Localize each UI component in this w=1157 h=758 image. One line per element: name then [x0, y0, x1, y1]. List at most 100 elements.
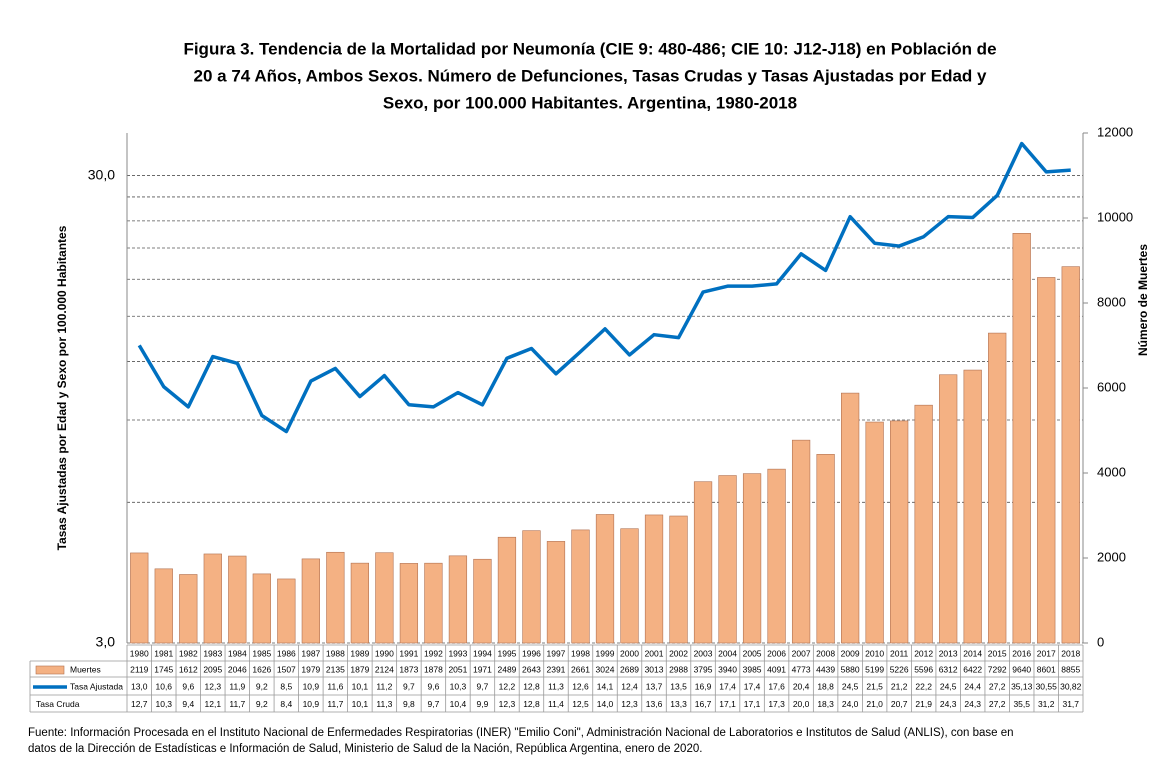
table-cell: 21,0 [866, 699, 883, 709]
bar [546, 541, 566, 644]
bar [791, 439, 811, 644]
y2-tick-label: 4000 [1097, 464, 1126, 479]
table-cell: 13,7 [646, 681, 663, 691]
x-tick-label: 1989 [350, 648, 369, 658]
x-tick-label: 1983 [203, 648, 222, 658]
x-tick-label: 2012 [914, 648, 933, 658]
table-cell: 2135 [326, 664, 345, 674]
table-cell: 2643 [522, 664, 541, 674]
bar [1037, 277, 1056, 644]
bar [988, 332, 1007, 644]
table-cell: 6312 [939, 664, 958, 674]
x-tick-label: 1998 [571, 648, 590, 658]
table-cell: 9,7 [403, 681, 415, 691]
bar [865, 421, 884, 644]
table-cell: 12,3 [499, 699, 516, 709]
table-cell: 30,82 [1060, 681, 1082, 691]
bar [130, 552, 149, 644]
bar [179, 574, 198, 644]
y2-tick-label: 8000 [1097, 294, 1126, 309]
table-cell: 2046 [228, 664, 247, 674]
table-cell: 17,4 [744, 681, 761, 691]
table-cell: 20,4 [793, 681, 810, 691]
table-cell: 2661 [571, 664, 590, 674]
x-tick-label: 1990 [375, 648, 394, 658]
legend-label: Tasa Ajustada [70, 681, 123, 691]
bar [669, 515, 688, 644]
table-cell: 5596 [914, 664, 933, 674]
line [137, 141, 1071, 434]
source-note: Fuente: Información Procesada en el Inst… [28, 727, 1014, 739]
table-cell: 27,2 [989, 699, 1006, 709]
table-cell: 13,6 [646, 699, 663, 709]
x-tick-label: 1993 [448, 648, 467, 658]
table-cell: 13,5 [670, 681, 687, 691]
bar [718, 475, 737, 644]
table-cell: 31,7 [1062, 699, 1079, 709]
table-cell: 1979 [301, 664, 320, 674]
y2-axis-label: Número de Muertes [1136, 244, 1150, 356]
bar [1012, 233, 1031, 644]
bar [963, 369, 982, 644]
table-cell: 35,13 [1011, 681, 1033, 691]
y2-tick-label: 2000 [1097, 549, 1126, 564]
table-cell: 13,3 [670, 699, 687, 709]
bar [301, 558, 320, 644]
y2-tick-label: 6000 [1097, 379, 1126, 394]
table-cell: 12,5 [572, 699, 589, 709]
bar [522, 530, 541, 644]
x-tick-label: 1980 [130, 648, 149, 658]
table-cell: 12,2 [499, 681, 516, 691]
table-cell: 11,4 [548, 699, 564, 709]
table-cell: 14,1 [597, 681, 614, 691]
x-tick-label: 1988 [326, 648, 345, 658]
table-cell: 11,9 [229, 681, 245, 691]
bar [448, 555, 468, 644]
table-cell: 12,3 [621, 699, 638, 709]
table-cell: 24,4 [964, 681, 981, 691]
table-cell: 17,1 [719, 699, 736, 709]
y-axis-label: Tasas Ajustadas por Edad y Sexo por 100.… [55, 225, 69, 550]
table-cell: 17,4 [719, 681, 736, 691]
table-cell: 24,3 [964, 699, 981, 709]
table-cell: 10,9 [303, 681, 320, 691]
table-cell: 18,3 [817, 699, 834, 709]
table-cell: 10,6 [155, 681, 172, 691]
table-cell: 20,7 [891, 699, 908, 709]
table-cell: 1879 [350, 664, 369, 674]
table-cell: 11,2 [376, 681, 392, 691]
table-cell: 31,2 [1038, 699, 1055, 709]
x-tick-label: 2016 [1012, 648, 1031, 658]
x-tick-label: 2002 [669, 648, 688, 658]
table-cell: 24,0 [842, 699, 859, 709]
table-cell: 9,6 [182, 681, 194, 691]
table-cell: 24,5 [940, 681, 957, 691]
table-cell: 7292 [988, 664, 1007, 674]
bar [644, 514, 664, 644]
bar [326, 551, 345, 644]
table-cell: 17,6 [768, 681, 785, 691]
table-cell: 9,8 [403, 699, 415, 709]
table-cell: 11,7 [327, 699, 343, 709]
table-cell: 24,3 [940, 699, 957, 709]
table-cell: 2689 [620, 664, 639, 674]
table-cell: 12,4 [621, 681, 638, 691]
x-tick-label: 1994 [473, 648, 492, 658]
x-tick-label: 2000 [620, 648, 639, 658]
table-cell: 21,2 [891, 681, 908, 691]
bar [277, 578, 296, 644]
table-cell: 8601 [1037, 664, 1056, 674]
bar [497, 536, 517, 644]
x-tick-label: 2015 [988, 648, 1007, 658]
bar [203, 553, 222, 644]
table-cell: 16,7 [695, 699, 712, 709]
table-cell: 27,2 [989, 681, 1006, 691]
x-tick-label: 1991 [399, 648, 418, 658]
table-cell: 11,7 [229, 699, 245, 709]
bar [693, 481, 713, 644]
table-cell: 2095 [203, 664, 222, 674]
table-cell: 2391 [547, 664, 566, 674]
table-cell: 22,2 [915, 681, 932, 691]
table-cell: 3024 [596, 664, 615, 674]
